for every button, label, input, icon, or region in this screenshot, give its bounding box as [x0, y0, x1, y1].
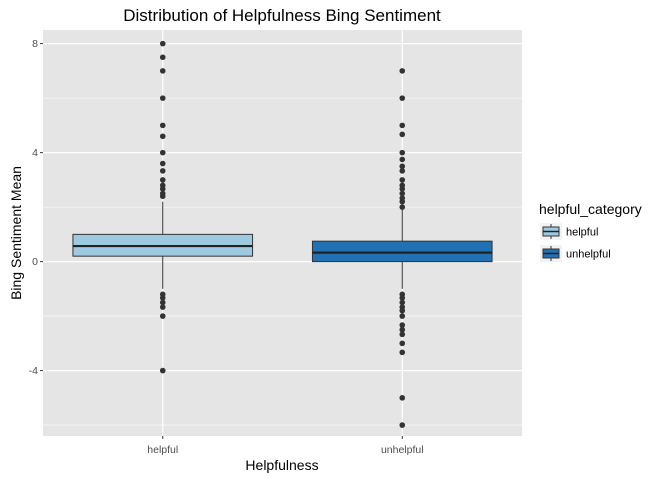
plot-panel — [43, 30, 522, 436]
y-tick-label: 0 — [32, 256, 38, 268]
x-axis-title: Helpfulness — [245, 457, 318, 473]
outlier-point — [159, 54, 166, 61]
outlier-point — [159, 313, 166, 319]
outlier-point — [399, 177, 406, 183]
outlier-point — [159, 295, 166, 301]
outlier-point — [159, 95, 166, 101]
outlier-point — [399, 422, 406, 428]
outlier-point — [399, 326, 406, 333]
outlier-point — [399, 156, 406, 163]
outlier-point — [399, 299, 406, 306]
outlier-point — [399, 186, 406, 192]
outlier-point — [159, 149, 166, 156]
legend-label-helpful: helpful — [566, 227, 598, 239]
outlier-point — [399, 307, 406, 314]
outlier-point — [399, 122, 406, 129]
y-tick-label: 4 — [32, 147, 38, 159]
outlier-point — [159, 299, 166, 306]
legend-label-unhelpful: unhelpful — [566, 249, 611, 261]
outlier-point — [399, 168, 406, 174]
outlier-point — [159, 122, 166, 129]
outlier-point — [399, 149, 406, 156]
x-tick-label: helpful — [147, 444, 178, 456]
outlier-point — [399, 322, 406, 328]
outlier-point — [159, 133, 166, 140]
outlier-point — [399, 68, 406, 74]
outlier-point — [399, 95, 406, 101]
outlier-point — [159, 177, 166, 183]
outlier-point — [399, 198, 406, 205]
outlier-point — [399, 331, 406, 338]
x-axis-ticks: helpful unhelpful — [147, 436, 424, 456]
outlier-point — [159, 68, 166, 74]
outlier-point — [399, 163, 406, 170]
outlier-point — [159, 40, 166, 47]
outlier-point — [399, 295, 406, 301]
outlier-point — [159, 367, 166, 374]
outlier-point — [399, 204, 406, 210]
x-tick-label: unhelpful — [381, 444, 424, 456]
y-axis-ticks: -4 0 4 8 — [29, 38, 43, 377]
outlier-point — [159, 168, 166, 174]
outlier-point — [399, 349, 406, 356]
y-axis-title: Bing Sentiment Mean — [8, 166, 24, 300]
outlier-point — [399, 313, 406, 319]
outlier-point — [159, 304, 166, 310]
outlier-point — [159, 186, 166, 192]
outlier-point — [399, 395, 406, 401]
legend-title: helpful_category — [539, 201, 642, 217]
box-helpful — [72, 40, 254, 374]
box-unhelpful — [311, 68, 493, 428]
outlier-point — [399, 190, 406, 197]
legend: helpful_category helpful unhelpful — [539, 201, 642, 262]
y-tick-label: 8 — [32, 38, 38, 50]
iqr-box — [311, 240, 493, 263]
outlier-point — [159, 193, 166, 200]
outlier-point — [399, 131, 406, 138]
chart-title: Distribution of Helpfulness Bing Sentime… — [123, 6, 441, 25]
outlier-point — [159, 160, 166, 167]
outlier-point — [399, 340, 406, 347]
box-series — [72, 40, 493, 428]
y-tick-label: -4 — [29, 365, 38, 377]
